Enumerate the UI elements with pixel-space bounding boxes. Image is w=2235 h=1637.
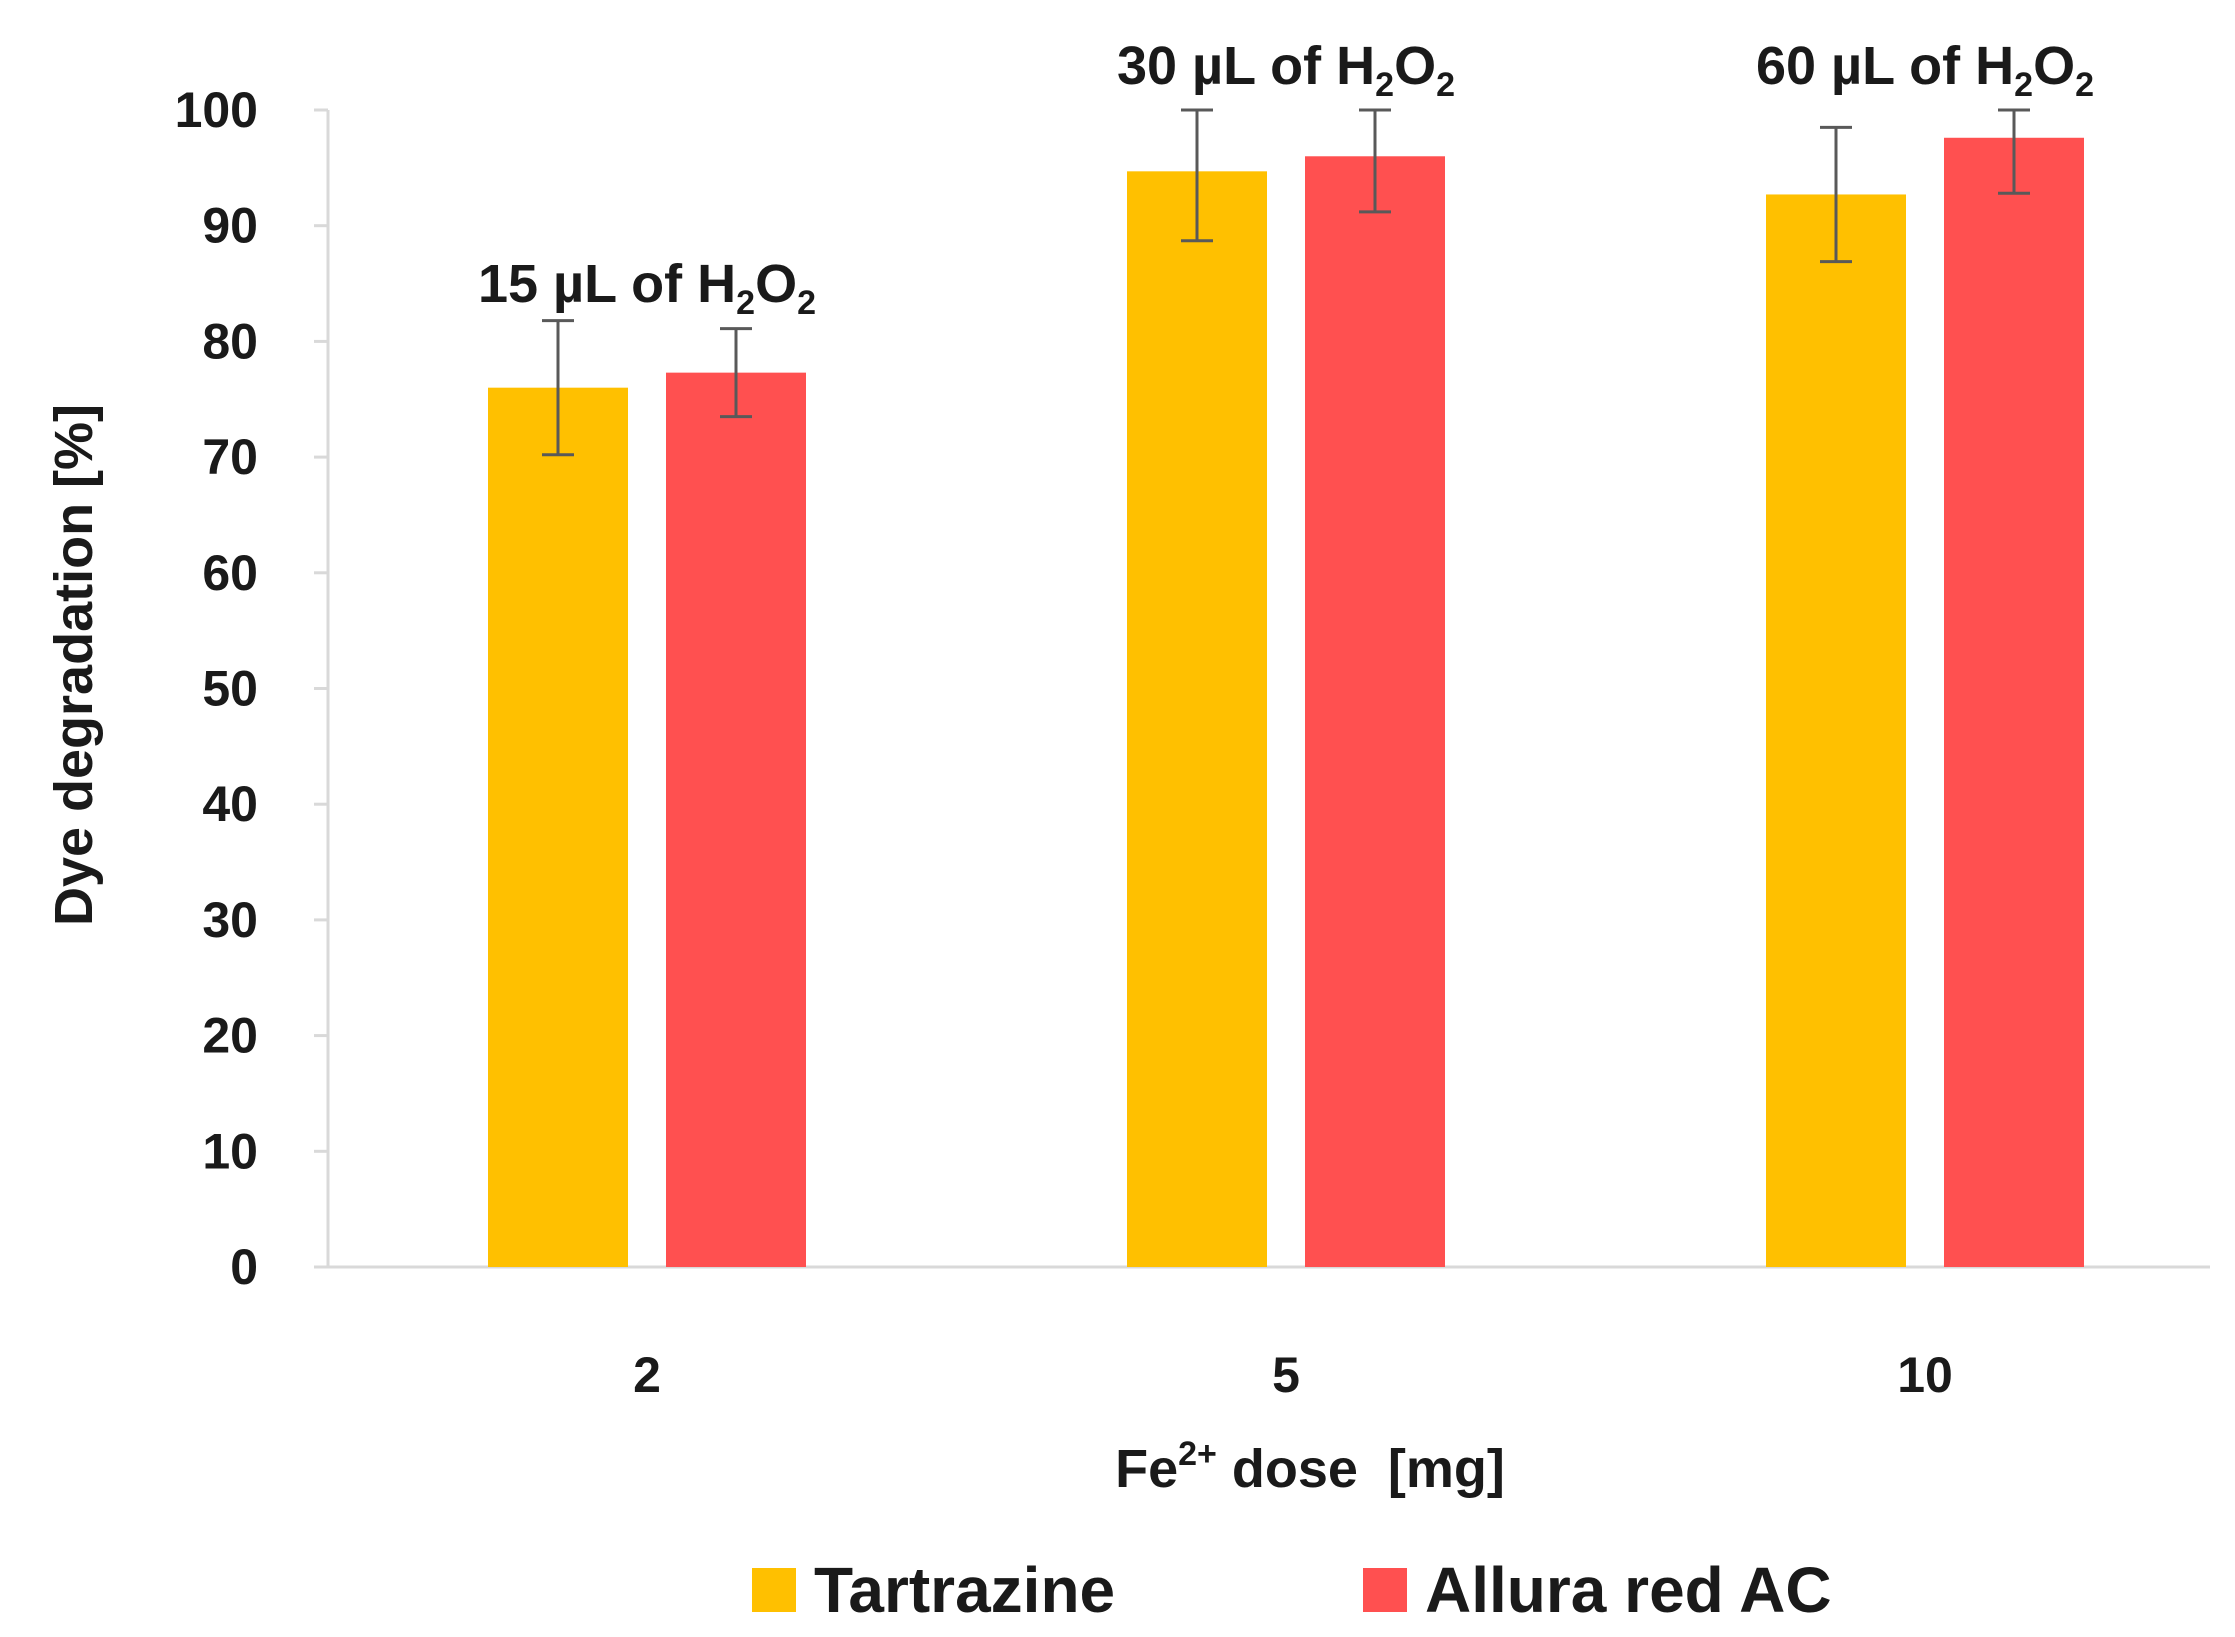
- x-axis-title-main: Fe: [1115, 1439, 1178, 1499]
- x-axis-title-sup: 2+: [1178, 1435, 1217, 1473]
- y-tick-label: 70: [202, 429, 258, 485]
- x-tick-label: 5: [1272, 1347, 1300, 1403]
- bar-tartrazine: [1766, 194, 1906, 1268]
- x-tick-label: 10: [1897, 1347, 1953, 1403]
- y-tick-label: 20: [202, 1008, 258, 1064]
- x-axis-title: Fe2+ dose [mg]: [1115, 1435, 1505, 1499]
- annotations: 15 µL of H2O2 30 µL of H2O2 60 µL of H2O2: [478, 36, 2094, 322]
- x-tick-label: 2: [633, 1347, 661, 1403]
- legend: Tartrazine Allura red AC: [752, 1554, 1832, 1626]
- y-tick-label: 30: [202, 892, 258, 948]
- legend-label: Tartrazine: [814, 1554, 1115, 1626]
- annotation-h2o2: 15 µL of H2O2: [478, 254, 816, 322]
- y-tick-label: 90: [202, 198, 258, 254]
- y-tick-label: 50: [202, 661, 258, 717]
- bar-allura-red-ac: [1944, 137, 2084, 1267]
- y-tick-labels: 0 10 20 30 40 50 60 70 80 90 100: [175, 82, 258, 1295]
- legend-label: Allura red AC: [1425, 1554, 1832, 1626]
- bar-allura-red-ac: [666, 372, 806, 1267]
- bar-allura-red-ac: [1305, 156, 1445, 1267]
- y-tick-label: 100: [175, 82, 258, 138]
- annotation-h2o2: 60 µL of H2O2: [1756, 36, 2094, 104]
- bar-tartrazine: [1127, 171, 1267, 1267]
- x-tick-labels: 2 5 10: [633, 1347, 1953, 1403]
- y-tick-label: 80: [202, 313, 258, 369]
- legend-swatch: [752, 1568, 796, 1612]
- y-tick-label: 10: [202, 1123, 258, 1179]
- y-axis-title: Dye degradation [%]: [44, 404, 104, 926]
- legend-swatch: [1363, 1568, 1407, 1612]
- y-tick-label: 60: [202, 545, 258, 601]
- x-axis-title-rest: dose [mg]: [1217, 1439, 1505, 1499]
- y-tick-label: 0: [230, 1239, 258, 1295]
- bar-tartrazine: [488, 387, 628, 1267]
- error-bars: [542, 108, 2030, 457]
- annotation-h2o2: 30 µL of H2O2: [1117, 36, 1455, 104]
- bars: [488, 137, 2084, 1268]
- y-tick-label: 40: [202, 776, 258, 832]
